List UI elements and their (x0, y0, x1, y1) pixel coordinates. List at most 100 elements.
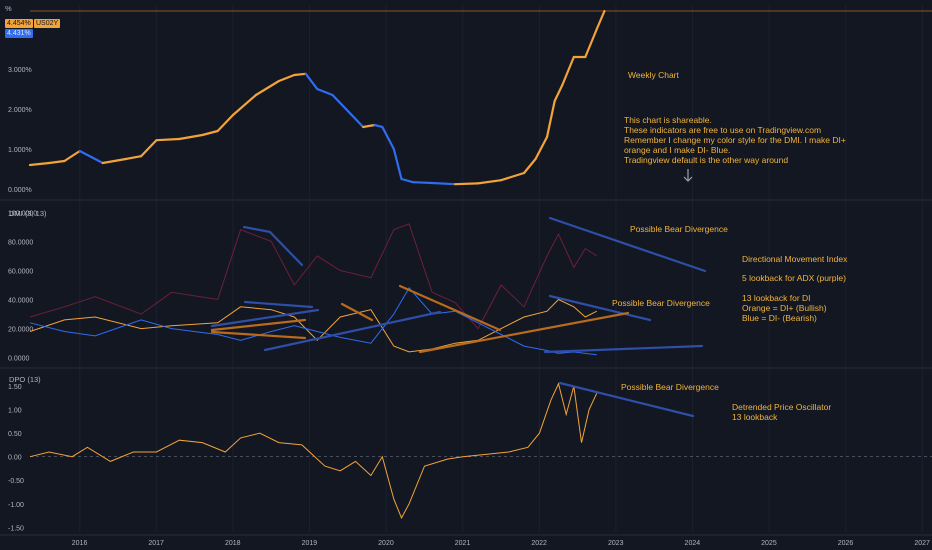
y-tick-label: -0.50 (8, 478, 24, 485)
price-segment (277, 73, 296, 83)
price-segment (155, 137, 181, 142)
price-segment (346, 109, 365, 129)
dmi-divergence-note-1: Possible Bear Divergence (630, 224, 728, 234)
trend-line (263, 310, 442, 352)
y-tick-label: 2.000% (8, 107, 32, 114)
x-tick-label: 2016 (72, 540, 88, 547)
price-segment (373, 123, 384, 129)
dpo-divergence-note: Possible Bear Divergence (621, 382, 719, 392)
y-tick-label: -1.50 (8, 525, 24, 532)
price-segment (561, 55, 575, 87)
price-segment (254, 79, 281, 97)
x-tick-label: 2017 (148, 540, 164, 547)
dpo-title-note: Detrended Price Oscillator 13 lookback (732, 402, 832, 422)
price-segment (584, 27, 598, 59)
price-segment (454, 182, 480, 186)
trend-line (243, 300, 314, 309)
trend-line (543, 344, 704, 354)
price-segment (293, 72, 307, 77)
dmi-title: DMI (3, 13) (9, 209, 47, 218)
x-tick-label: 2018 (225, 540, 241, 547)
trend-line (340, 302, 374, 322)
trend-line (210, 308, 320, 328)
price-segment (304, 72, 319, 91)
y-tick-label: 100.0000 (8, 210, 37, 217)
price-segment (534, 135, 549, 161)
x-tick-label: 2025 (761, 540, 777, 547)
y-tick-label: 0.00 (8, 455, 22, 462)
prev-value-badge: 4.431% (5, 29, 33, 38)
trend-line (242, 225, 272, 234)
y-tick-label: 40.0000 (8, 298, 33, 305)
y-tick-label: 1.000% (8, 147, 32, 154)
dmi-series-di (29, 298, 598, 353)
price-segment (28, 161, 51, 167)
price-unit-label: % (5, 4, 12, 13)
y-tick-label: 3.000% (8, 67, 32, 74)
trend-line (548, 294, 652, 322)
price-segment (178, 133, 204, 141)
trend-line (548, 216, 707, 273)
x-tick-label: 2020 (378, 540, 394, 547)
shareable-note: This chart is shareable. These indicator… (624, 115, 846, 165)
price-segment (431, 181, 457, 186)
y-tick-label: 0.000% (8, 187, 32, 194)
price-segment (381, 125, 395, 151)
x-tick-label: 2024 (685, 540, 701, 547)
y-tick-label: -1.00 (8, 502, 24, 509)
last-value-badge: 4.454% (5, 19, 33, 28)
trend-line (210, 330, 307, 340)
price-segment (48, 159, 66, 165)
price-segment (101, 157, 127, 165)
price-segment (545, 99, 556, 139)
adx-lookback-note: 5 lookback for ADX (purple) (742, 273, 846, 283)
trend-line (268, 230, 304, 267)
symbol-badge: US02Y (34, 19, 61, 28)
trend-line (210, 318, 307, 332)
price-segment (231, 93, 258, 117)
y-tick-label: 20.0000 (8, 327, 33, 334)
x-tick-label: 2021 (455, 540, 471, 547)
di-lookback-note: 13 lookback for DI Orange = DI+ (Bullish… (742, 293, 827, 323)
price-segment (316, 87, 334, 97)
price-segment (499, 171, 526, 182)
dpo-title: DPO (13) (9, 375, 41, 384)
price-segment (201, 129, 219, 137)
y-tick-label: 0.0000 (8, 356, 30, 363)
price-segment (216, 113, 235, 133)
price-segment (78, 149, 104, 165)
price-segment (63, 149, 81, 163)
dmi-series-di (29, 287, 597, 356)
price-segment (392, 147, 403, 181)
y-tick-label: 60.0000 (8, 268, 33, 275)
dpo-series (29, 382, 598, 520)
x-tick-label: 2027 (914, 540, 930, 547)
dmi-divergence-note-2: Possible Bear Divergence (612, 298, 710, 308)
x-tick-label: 2022 (531, 540, 547, 547)
price-segment (362, 123, 376, 129)
price-segment (553, 83, 564, 103)
y-tick-label: 0.50 (8, 431, 22, 438)
arrow-down-icon (683, 169, 693, 182)
price-segment (522, 157, 537, 175)
x-tick-label: 2026 (838, 540, 854, 547)
dmi-title-note: Directional Movement Index (742, 254, 848, 264)
price-segment (595, 9, 606, 31)
y-tick-label: 80.0000 (8, 239, 33, 246)
x-tick-label: 2023 (608, 540, 624, 547)
dmi-series-adx (29, 223, 598, 330)
price-segment (400, 177, 415, 184)
price-segment (139, 139, 158, 158)
trend-line (558, 381, 695, 418)
price-segment (476, 179, 503, 185)
trend-line (418, 311, 630, 354)
price-segment (124, 155, 143, 161)
trend-line (398, 284, 502, 332)
y-tick-label: 1.50 (8, 384, 22, 391)
price-segment (331, 93, 349, 113)
x-tick-label: 2019 (302, 540, 318, 547)
price-segment (411, 181, 434, 185)
weekly-chart-note: Weekly Chart (628, 70, 679, 80)
y-tick-label: 1.00 (8, 408, 22, 415)
